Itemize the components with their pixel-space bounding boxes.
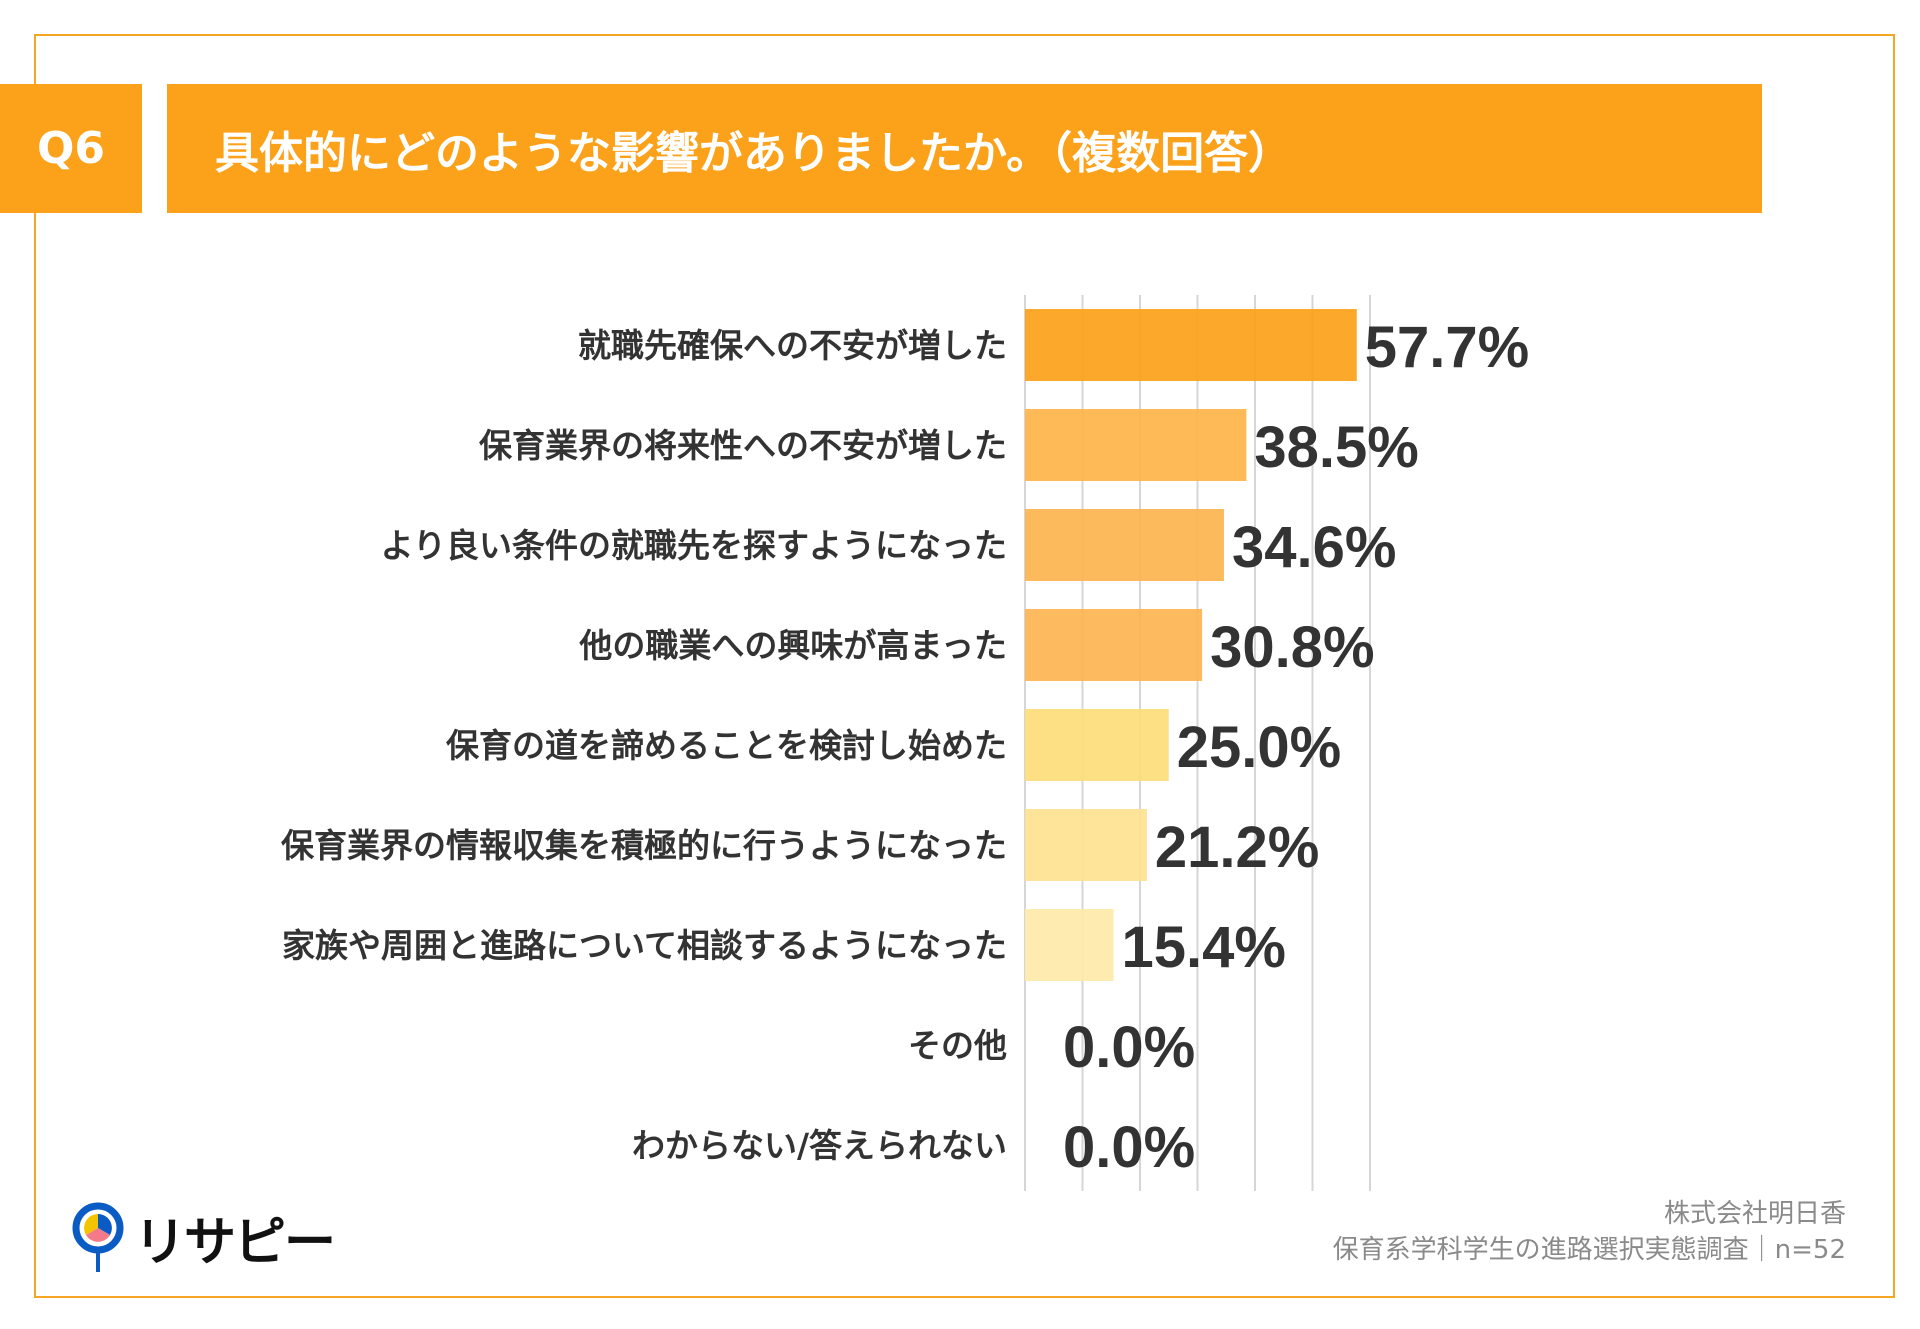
- value-label: 34.6%: [1232, 515, 1396, 580]
- logo-text: リサピー: [134, 1213, 336, 1273]
- category-label: 保育業界の情報収集を積極的に行うようになった: [281, 826, 1007, 865]
- bar: [1025, 709, 1169, 781]
- company-name: 株式会社明日香: [1663, 1199, 1846, 1229]
- logo: リサピー: [70, 1200, 336, 1275]
- bar: [1025, 609, 1203, 681]
- bar: [1025, 509, 1224, 581]
- chart-title-text: 具体的にどのような影響がありましたか。（複数回答）: [215, 127, 1293, 179]
- category-label: 保育業界の将来性への不安が増した: [479, 426, 1007, 465]
- category-label: より良い条件の就職先を探すようになった: [381, 526, 1007, 565]
- value-label: 30.8%: [1210, 615, 1374, 680]
- value-label: 57.7%: [1365, 315, 1529, 380]
- value-label: 15.4%: [1122, 915, 1286, 980]
- bar: [1025, 909, 1114, 981]
- category-label: 就職先確保への不安が増した: [578, 326, 1007, 365]
- survey-name: 保育系学科学生の進路選択実態調査｜n=52: [1332, 1235, 1846, 1265]
- category-label: その他: [908, 1026, 1007, 1065]
- bar: [1025, 809, 1147, 881]
- logo-pin-icon: [72, 1202, 124, 1272]
- chart-title: 具体的にどのような影響がありましたか。（複数回答）: [167, 84, 1762, 213]
- category-label: 保育の道を諦めることを検討し始めた: [446, 726, 1007, 765]
- chart-frame: [34, 34, 1895, 1298]
- category-label: 家族や周囲と進路について相談するようになった: [282, 926, 1007, 965]
- value-label: 0.0%: [1063, 1115, 1195, 1180]
- value-label: 25.0%: [1177, 715, 1341, 780]
- question-number: Q6: [0, 84, 142, 213]
- value-label: 38.5%: [1254, 415, 1418, 480]
- value-label: 21.2%: [1155, 815, 1319, 880]
- category-label: わからない/答えられない: [632, 1126, 1007, 1165]
- category-label: 他の職業への興味が高まった: [578, 626, 1007, 665]
- bar: [1025, 409, 1247, 481]
- bar: [1025, 309, 1357, 381]
- source-note: 株式会社明日香 保育系学科学生の進路選択実態調査｜n=52: [1333, 1196, 1846, 1268]
- value-label: 0.0%: [1063, 1015, 1195, 1080]
